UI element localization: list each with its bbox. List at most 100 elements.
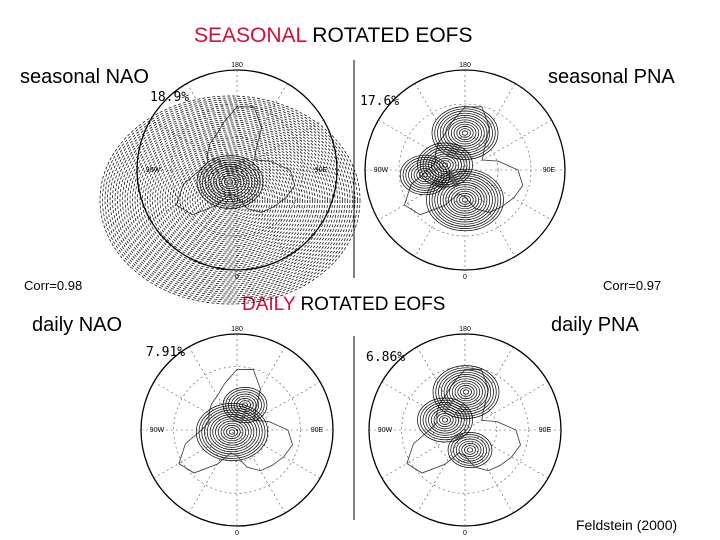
seasonal-nao-contour	[129, 119, 331, 281]
daily-nao-contour	[228, 429, 236, 435]
daily-nao-contour	[215, 418, 249, 446]
daily-pna-contour	[432, 365, 500, 419]
seasonal-nao-contour	[104, 99, 356, 301]
daily-pna-contour	[457, 385, 475, 399]
seasonal-pna-contour	[448, 186, 482, 214]
seasonal-pna-contour	[433, 155, 457, 175]
seasonal-nao-contour	[164, 147, 296, 253]
daily-pna-percent: 6.86%	[366, 350, 406, 365]
seasonal-nao-contour	[169, 151, 291, 249]
seasonal-pna-label-bottom: 0	[463, 274, 467, 281]
daily-pna-contour	[450, 434, 490, 466]
daily-pna-contour	[447, 432, 493, 468]
seasonal-pna-contour	[442, 182, 488, 218]
seasonal-nao-contour	[224, 195, 236, 205]
seasonal-nao-contour	[214, 187, 246, 213]
citation: Feldstein (2000)	[576, 517, 678, 533]
seasonal-pna-contour	[445, 117, 485, 149]
seasonal-pna-contour	[450, 121, 480, 145]
seasonal-pna-contour	[405, 159, 445, 191]
seasonal-nao-contour	[217, 189, 243, 211]
daily-nao-contour	[228, 391, 262, 419]
seasonal-pna-contour	[442, 115, 488, 151]
seasonal-pna-contour	[456, 193, 474, 207]
seasonal-pna-contour	[410, 163, 440, 187]
seasonal-nao-contour	[127, 117, 333, 283]
seasonal-nao-contour	[117, 109, 343, 291]
seasonal-pna-contour	[437, 177, 493, 223]
daily-pna-contour	[433, 410, 457, 430]
seasonal-nao-contour	[219, 191, 241, 209]
seasonal-nao-contour	[149, 135, 311, 265]
daily-pna-contour	[430, 408, 460, 432]
daily-nao-contour	[204, 409, 260, 455]
daily-pna-continent-outline	[406, 368, 521, 474]
seasonal-pna-contour	[425, 149, 465, 181]
seasonal-nao-contour	[207, 181, 253, 219]
seasonal-nao-contour	[142, 129, 318, 271]
seasonal-nao-contour	[213, 168, 247, 196]
seasonal-title-highlight: SEASONAL	[194, 24, 307, 47]
seasonal-nao-contour	[215, 170, 245, 194]
seasonal-pna-contour	[419, 170, 431, 180]
daily-pna-contour	[446, 376, 486, 408]
daily-pna-contour	[443, 374, 489, 410]
seasonal-nao-contour	[144, 131, 316, 269]
daily-pna-map: 180 0 90W 90E	[368, 326, 562, 537]
daily-nao-map: 180 0 90W 90E	[140, 326, 334, 537]
seasonal-pna-contour	[434, 175, 496, 225]
seasonal-nao-contour	[207, 164, 253, 200]
daily-pna-latitude-circle-0	[433, 398, 497, 462]
seasonal-nao-contour	[222, 193, 238, 207]
seasonal-nao-contour	[172, 153, 288, 247]
seasonal-pna-contour	[448, 119, 482, 147]
daily-nao-contour	[230, 393, 260, 417]
daily-pna-contour	[428, 406, 462, 434]
daily-nao-label-bottom: 0	[235, 530, 239, 537]
daily-title: DAILY ROTATED EOFS	[242, 294, 445, 316]
seasonal-pna-contour	[402, 157, 448, 193]
seasonal-pna-contour	[431, 106, 499, 160]
seasonal-nao-contour	[157, 141, 303, 259]
daily-pna-contour	[453, 436, 487, 464]
seasonal-nao-label-right: 90E	[315, 167, 328, 174]
daily-title-highlight: DAILY	[242, 294, 296, 315]
seasonal-nao-contour	[184, 163, 276, 237]
seasonal-pna-contour	[439, 179, 491, 221]
seasonal-nao-contour	[179, 159, 281, 241]
seasonal-pna-label-top: 180	[459, 62, 471, 69]
seasonal-pna-contour	[456, 126, 474, 140]
daily-pna-contour	[419, 399, 471, 441]
daily-nao-contour	[226, 427, 238, 437]
daily-pna-contour	[464, 445, 476, 455]
pna-correlation: Corr=0.97	[603, 278, 662, 293]
daily-pna-label-bottom: 0	[463, 530, 467, 537]
daily-nao-contour	[195, 403, 269, 461]
nao-correlation: Corr=0.98	[24, 278, 83, 293]
seasonal-nao-contour	[221, 175, 239, 189]
seasonal-nao-label-bottom: 0	[235, 274, 239, 281]
seasonal-nao-contour	[124, 115, 336, 285]
seasonal-pna-contour	[426, 168, 504, 232]
seasonal-pna-contour	[459, 128, 471, 138]
daily-pna-contour	[458, 440, 482, 460]
seasonal-pna-contour	[408, 161, 442, 189]
seasonal-nao-contour	[189, 167, 271, 233]
seasonal-nao-contour	[134, 123, 326, 277]
daily-nao-contour	[241, 402, 249, 408]
daily-nao-label-top: 180	[231, 326, 243, 333]
seasonal-nao-contour	[114, 107, 346, 293]
seasonal-pna-contour	[461, 130, 469, 136]
daily-nao-contour	[209, 414, 255, 450]
seasonal-pna-contour	[413, 165, 437, 185]
daily-nao-contour	[233, 395, 257, 415]
daily-nao-contour	[206, 411, 258, 453]
daily-nao-contour	[239, 400, 251, 410]
seasonal-nao-contour	[227, 197, 233, 203]
daily-pna-label-top: 180	[459, 326, 471, 333]
daily-pna-contour	[460, 387, 472, 397]
seasonal-pna-contour	[437, 110, 493, 156]
daily-pna-contour	[451, 380, 481, 404]
seasonal-title: SEASONAL ROTATED EOFS	[194, 24, 473, 48]
daily-nao-contour	[236, 398, 254, 412]
